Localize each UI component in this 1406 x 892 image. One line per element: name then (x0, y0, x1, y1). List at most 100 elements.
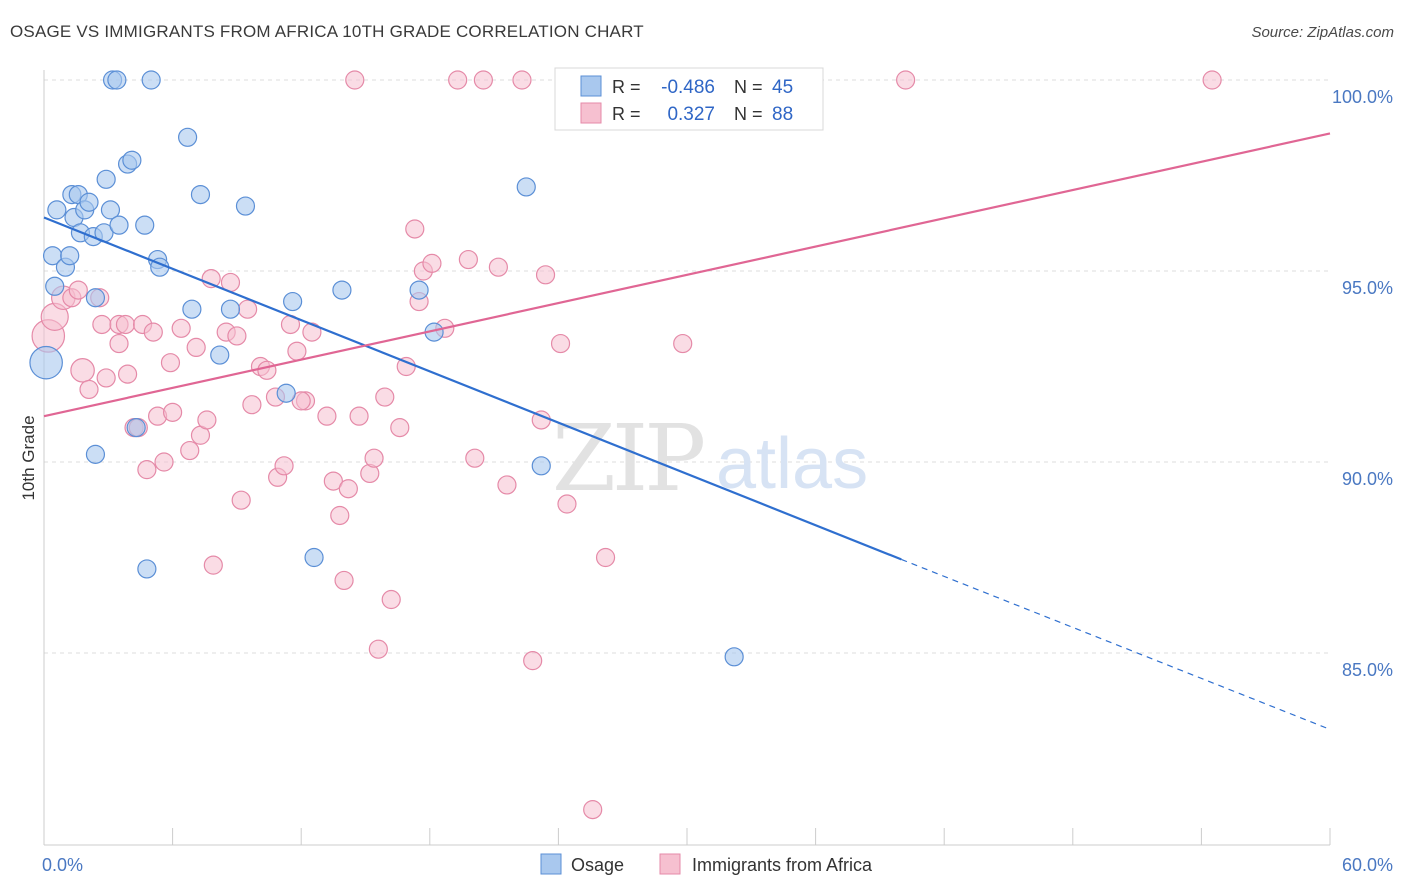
africa-trend-line (43, 132, 1331, 418)
bottom-legend-label-africa: Immigrants from Africa (692, 855, 873, 875)
stats-legend: R = -0.486 N = 45 R = 0.327 N = 88 (554, 67, 824, 131)
africa-point-19 (154, 452, 174, 472)
africa-point-52 (364, 448, 384, 468)
gridlines (44, 79, 1330, 654)
osage-point-39 (409, 280, 429, 300)
osage-point-37 (304, 547, 324, 568)
bottom-legend-label-osage: Osage (571, 855, 624, 875)
x-ticks (43, 828, 1331, 845)
osage-point-34 (235, 196, 256, 216)
osage-point-26 (141, 70, 161, 90)
osage-point-14 (85, 444, 106, 464)
y-axis-label: 10th Grade (19, 415, 38, 500)
africa-point-84 (896, 70, 916, 90)
osage-point-22 (122, 150, 142, 170)
africa-point-54 (375, 387, 395, 407)
osage-point-19 (107, 70, 127, 90)
osage-point-33 (220, 299, 241, 319)
osage-point-38 (332, 280, 352, 300)
osage-point-13 (85, 288, 106, 308)
osage-point-5 (60, 246, 80, 266)
osage-point-20 (109, 215, 129, 235)
africa-point-36 (257, 360, 277, 380)
legend-swatch-africa (580, 102, 602, 124)
africa-point-46 (330, 505, 350, 526)
legend-osage-r-value: -0.486 (661, 77, 715, 98)
africa-point-74 (557, 494, 577, 514)
osage-point-31 (190, 185, 211, 205)
africa-point-47 (334, 570, 354, 591)
source-label: Source: ZipAtlas.com (1251, 24, 1394, 41)
africa-point-87 (291, 391, 311, 411)
africa-point-16 (137, 460, 157, 480)
legend-africa-r-label: R = (612, 104, 641, 124)
legend-osage-n-value: 45 (772, 77, 793, 98)
africa-point-85 (1202, 70, 1222, 90)
africa-point-32 (231, 490, 251, 510)
africa-point-69 (512, 70, 532, 90)
africa-point-56 (390, 418, 410, 438)
watermark-zip: ZIP (552, 405, 703, 512)
africa-point-63 (448, 70, 468, 90)
africa-point-34 (242, 395, 262, 415)
africa-point-70 (523, 651, 543, 671)
africa-point-39 (274, 456, 294, 476)
africa-point-10 (109, 333, 129, 354)
africa-point-68 (497, 475, 517, 495)
osage-point-25 (137, 559, 157, 579)
y-tick-label-2: 90.0% (1342, 469, 1393, 489)
legend-africa-n-label: N = (734, 104, 763, 124)
africa-point-21 (163, 402, 183, 422)
africa-point-31 (227, 326, 247, 346)
africa-point-77 (595, 547, 616, 568)
africa-point-23 (180, 440, 200, 461)
africa-point-64 (458, 249, 478, 270)
osage-point-29 (178, 127, 198, 147)
x-tick-label-1: 60.0% (1342, 855, 1393, 875)
africa-point-9 (96, 368, 116, 388)
osage-point-42 (531, 456, 551, 476)
legend-osage-r-label: R = (612, 77, 641, 97)
watermark: ZIP atlas (552, 405, 868, 512)
africa-point-44 (317, 406, 337, 426)
africa-point-17 (143, 322, 163, 342)
africa-point-72 (535, 265, 556, 285)
africa-point-33 (238, 299, 258, 319)
osage-trend-line-extension (901, 558, 1331, 730)
trend-lines (43, 132, 1331, 730)
legend-osage-n-label: N = (734, 77, 763, 97)
africa-point-49 (345, 70, 365, 90)
africa-point-41 (287, 341, 307, 361)
y-tick-label-3: 85.0% (1342, 660, 1393, 680)
africa-point-76 (583, 800, 603, 820)
y-tick-label-0: 100.0% (1332, 87, 1393, 107)
africa-point-20 (160, 353, 181, 373)
y-tick-label-1: 95.0% (1342, 278, 1393, 298)
africa-point-58 (405, 219, 425, 239)
osage-point-30 (182, 299, 202, 319)
africa-point-73 (550, 333, 571, 354)
osage-point-43 (724, 647, 744, 667)
osage-point-24 (135, 215, 155, 235)
africa-point-61 (422, 253, 442, 273)
africa-point-50 (349, 406, 369, 426)
africa-point-4 (68, 280, 88, 300)
osage-point-35 (276, 383, 296, 403)
africa-point-6 (79, 379, 99, 400)
osage-point-23 (126, 418, 146, 438)
africa-point-45 (323, 471, 343, 491)
africa-point-53 (368, 639, 388, 659)
osage-point-41 (516, 177, 536, 197)
x-tick-labels: 0.0% 60.0% (42, 855, 1393, 875)
africa-point-12 (115, 314, 136, 335)
africa-point-65 (465, 448, 485, 468)
africa-point-28 (203, 555, 223, 575)
africa-point-22 (171, 318, 191, 338)
watermark-atlas: atlas (716, 424, 868, 504)
legend-swatch-osage (580, 75, 602, 97)
osage-point-0 (29, 345, 63, 380)
africa-point-8 (92, 314, 112, 335)
chart-title: OSAGE VS IMMIGRANTS FROM AFRICA 10TH GRA… (10, 22, 644, 41)
africa-point-13 (117, 364, 138, 384)
